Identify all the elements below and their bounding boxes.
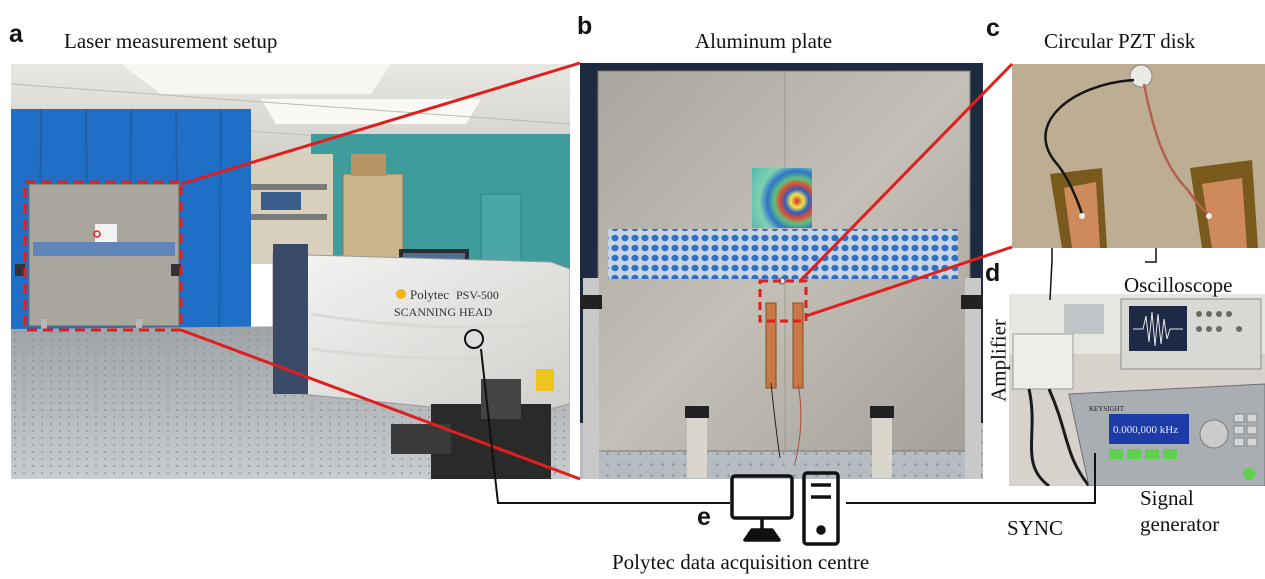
computer-icon [730,471,840,546]
signal-generator-label-line1: Signal [1140,486,1194,510]
scanner-brand: Polytec [410,287,449,302]
scanner-head-label: SCANNING HEAD [394,305,493,319]
amplifier-label: Amplifier [986,319,1011,402]
panel-b-letter: b [577,12,593,40]
zoom-line-bottom-bc [805,245,1013,318]
generator-display: 0.000,000 kHz [1113,424,1178,436]
panel-d-letter: d [985,259,1001,287]
panel-b-title: Aluminum plate [695,29,833,53]
cable-pzt-scope [1145,248,1157,263]
cable-pzt-amplifier [1049,248,1053,301]
scanner-model: PSV-500 [456,288,499,302]
panel-c-title: Circular PZT disk [1044,29,1196,53]
cable-scanner-computer [480,348,730,504]
oscilloscope-label: Oscilloscope [1124,273,1233,297]
zoom-line-top-bc [798,62,1014,283]
aluminum-plate-photo [580,63,983,479]
cable-sync [846,453,1096,504]
zoom-line-bottom-ab [180,328,581,481]
zoom-line-top-ab [180,61,581,186]
acquisition-centre-caption: Polytec data acquisition centre [612,550,870,574]
panel-a-title: Laser measurement setup [64,29,278,53]
panel-e-letter: e [697,503,711,531]
sync-label: SYNC [1007,516,1064,540]
panel-a-letter: a [9,20,23,48]
laser-setup-photo: Polytec PSV-500 SCANNING HEAD [11,64,570,479]
instruments-photo: KEYSIGHT 0.000,000 kHz [1009,294,1265,486]
signal-generator-label-line2: generator [1140,512,1220,536]
generator-brand: KEYSIGHT [1089,405,1125,413]
panel-c-letter: c [986,14,1000,42]
pzt-disk-photo [1012,64,1265,248]
